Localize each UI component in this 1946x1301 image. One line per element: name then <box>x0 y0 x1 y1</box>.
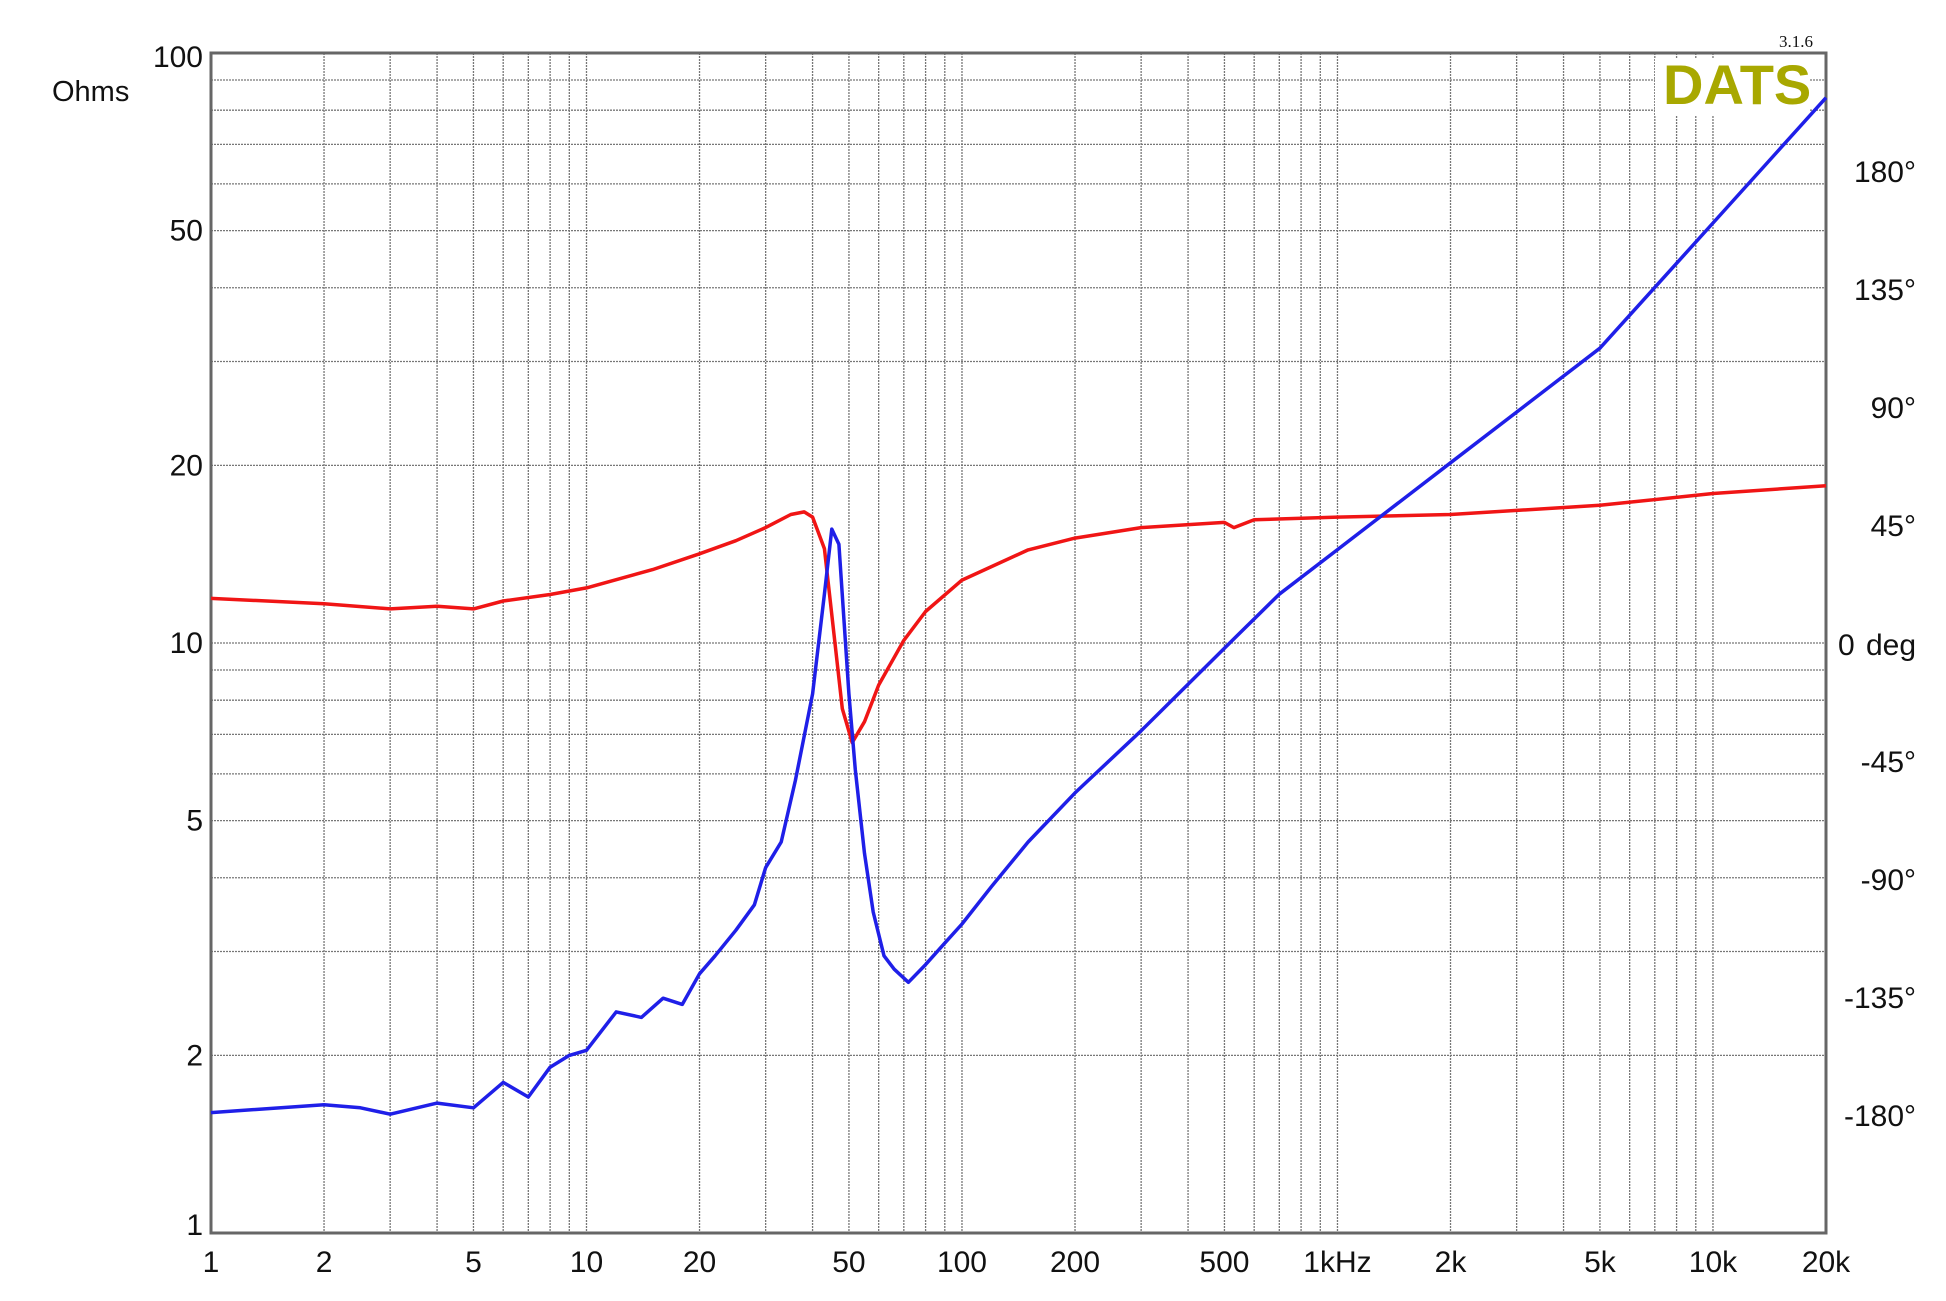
phase-curve <box>210 483 1827 745</box>
logo-background <box>1655 58 1810 116</box>
y-right-tick-label: -90° <box>1861 864 1916 897</box>
y-right-tick-label: 135° <box>1854 274 1916 307</box>
y-left-tick-label: 1 <box>186 1209 203 1242</box>
y-left-tick-label: 100 <box>153 41 203 74</box>
tick-labels: 1 2 5 10 20 50 100 200 500 1kHz 2k 5k 10k 20k10050201… <box>153 41 1916 1279</box>
y-right-axis-label: deg <box>1866 629 1916 662</box>
y-right-tick-label: -180° <box>1844 1100 1916 1133</box>
x-tick-label: 500 <box>1199 1246 1249 1279</box>
x-tick-label: 2k <box>1435 1246 1468 1279</box>
x-tick-label: 1kHz <box>1303 1246 1371 1279</box>
y-right-tick-label: 90° <box>1871 392 1916 425</box>
x-tick-label: 10 <box>570 1246 603 1279</box>
x-tick-label: 50 <box>832 1246 865 1279</box>
y-left-tick-label: 50 <box>170 215 203 248</box>
curves <box>210 96 1828 1116</box>
y-right-tick-label: -135° <box>1844 982 1916 1015</box>
y-left-tick-label: 20 <box>170 449 203 482</box>
x-tick-label: 20 <box>683 1246 716 1279</box>
y-left-axis-label: Ohms <box>52 76 129 108</box>
version-label: 3.1.6 <box>1779 32 1813 51</box>
impedance-curve <box>210 96 1828 1116</box>
dats-logo: DATS <box>1663 53 1811 116</box>
y-right-tick-label: -45° <box>1861 746 1916 779</box>
x-tick-label: 2 <box>316 1246 333 1279</box>
x-tick-label: 200 <box>1050 1246 1100 1279</box>
y-left-tick-label: 10 <box>170 627 203 660</box>
y-left-tick-label: 5 <box>186 805 203 838</box>
x-tick-label: 20k <box>1802 1246 1851 1279</box>
x-tick-label: 10k <box>1689 1246 1738 1279</box>
y-left-tick-label: 2 <box>186 1039 203 1072</box>
y-right-tick-label: 180° <box>1854 156 1916 189</box>
y-right-zero-label: 0 <box>1838 629 1855 662</box>
grid <box>211 53 1826 1233</box>
x-tick-label: 5k <box>1584 1246 1617 1279</box>
y-right-tick-label: 45° <box>1871 510 1916 543</box>
x-tick-label: 1 <box>203 1246 220 1279</box>
x-tick-label: 100 <box>937 1246 987 1279</box>
x-tick-label: 5 <box>465 1246 482 1279</box>
plot-frame <box>209 51 1828 1235</box>
